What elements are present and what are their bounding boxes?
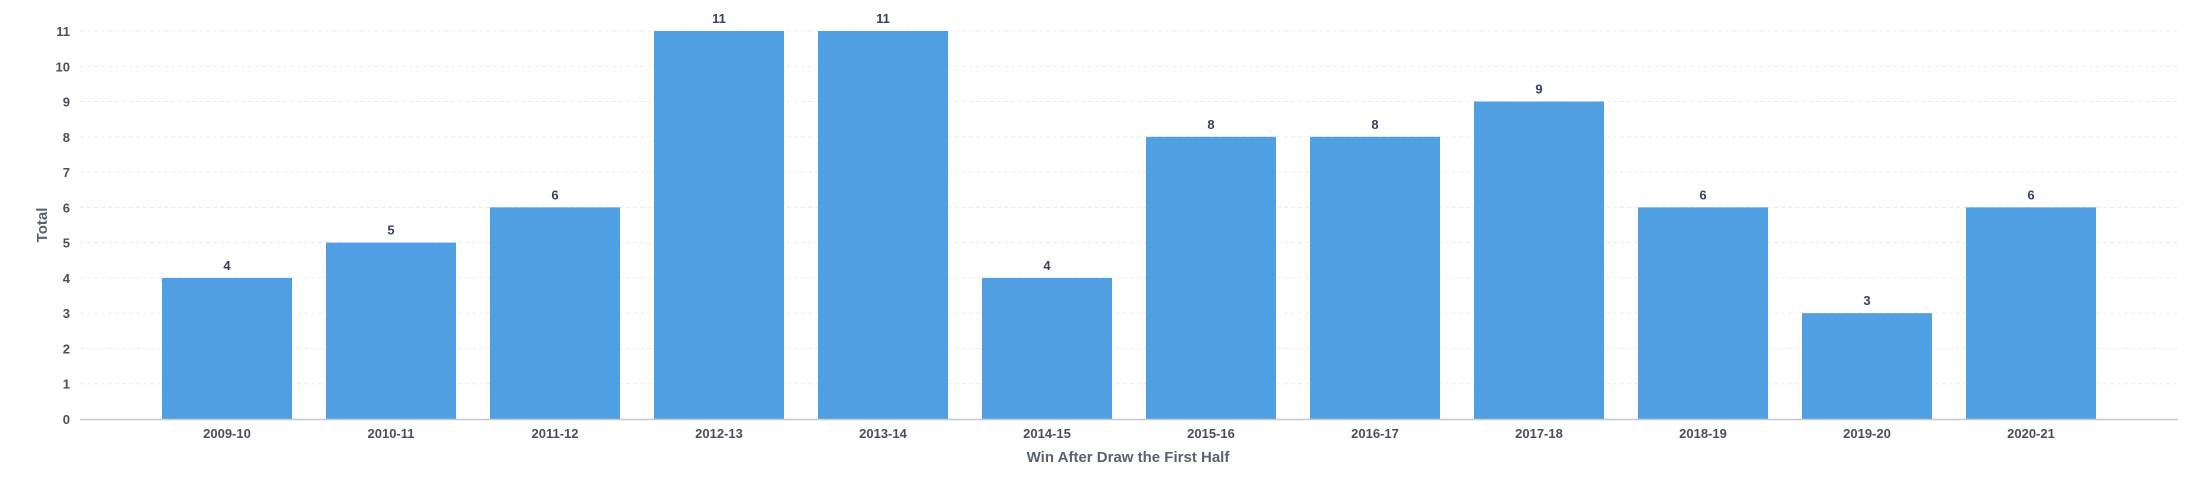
data-label-2012-13: 11 <box>712 11 726 26</box>
bar-2009-10[interactable] <box>162 277 292 419</box>
y-tick-label: 8 <box>63 130 70 145</box>
bar-2019-20[interactable] <box>1802 313 1932 419</box>
x-tick-label: 2016-17 <box>1351 426 1399 441</box>
x-tick-label: 2009-10 <box>203 426 251 441</box>
data-label-2020-21: 6 <box>2027 187 2034 202</box>
x-tick-label: 2019-20 <box>1843 426 1891 441</box>
bar-2018-19[interactable] <box>1638 207 1768 419</box>
y-tick-label: 10 <box>56 59 70 74</box>
x-tick-label: 2013-14 <box>859 426 907 441</box>
bar-2017-18[interactable] <box>1474 101 1604 419</box>
x-tick-label: 2015-16 <box>1187 426 1235 441</box>
x-tick-label: 2018-19 <box>1679 426 1727 441</box>
bar-2012-13[interactable] <box>654 31 784 419</box>
y-tick-label: 9 <box>63 95 70 110</box>
y-axis-ticks: 0 1 2 3 4 5 6 7 8 9 10 11 <box>56 24 71 427</box>
data-label-2009-10: 4 <box>223 258 231 273</box>
x-tick-label: 2020-21 <box>2007 426 2055 441</box>
x-tick-label: 2010-11 <box>368 426 415 441</box>
data-label-2017-18: 9 <box>1535 82 1542 97</box>
bar-2015-16[interactable] <box>1146 136 1276 419</box>
x-tick-label: 2017-18 <box>1515 426 1563 441</box>
y-tick-label: 7 <box>63 165 70 180</box>
bar-2016-17[interactable] <box>1310 136 1440 419</box>
data-label-2014-15: 4 <box>1043 258 1051 273</box>
y-tick-label: 1 <box>63 377 70 392</box>
data-label-2016-17: 8 <box>1371 117 1378 132</box>
y-axis-title: Total <box>34 208 51 243</box>
y-tick-label: 3 <box>63 306 70 321</box>
data-label-2018-19: 6 <box>1699 187 1706 202</box>
data-label-2015-16: 8 <box>1207 117 1214 132</box>
data-label-2010-11: 5 <box>387 223 394 238</box>
data-labels: 4 5 6 11 11 4 8 8 9 6 3 6 <box>223 11 2034 308</box>
x-axis-title: Win After Draw the First Half <box>1027 449 1231 466</box>
y-tick-label: 0 <box>63 412 70 427</box>
data-label-2013-14: 11 <box>876 11 890 26</box>
data-label-2011-12: 6 <box>551 187 558 202</box>
y-tick-label: 6 <box>63 200 70 215</box>
bar-2010-11[interactable] <box>326 242 456 419</box>
bar-2013-14[interactable] <box>818 31 948 419</box>
y-tick-label: 11 <box>56 24 70 39</box>
bar-2020-21[interactable] <box>1966 207 2096 419</box>
bar-2011-12[interactable] <box>490 207 620 419</box>
x-tick-label: 2014-15 <box>1023 426 1071 441</box>
x-axis-ticks: 2009-10 2010-11 2011-12 2012-13 2013-14 2014-… <box>203 426 2055 441</box>
y-tick-label: 4 <box>63 271 71 286</box>
x-tick-label: 2012-13 <box>695 426 743 441</box>
y-tick-label: 2 <box>63 341 70 356</box>
data-label-2019-20: 3 <box>1863 293 1870 308</box>
y-tick-label: 5 <box>63 236 70 251</box>
x-tick-label: 2011-12 <box>532 426 579 441</box>
bar-2014-15[interactable] <box>982 277 1112 419</box>
bars <box>162 31 2096 419</box>
